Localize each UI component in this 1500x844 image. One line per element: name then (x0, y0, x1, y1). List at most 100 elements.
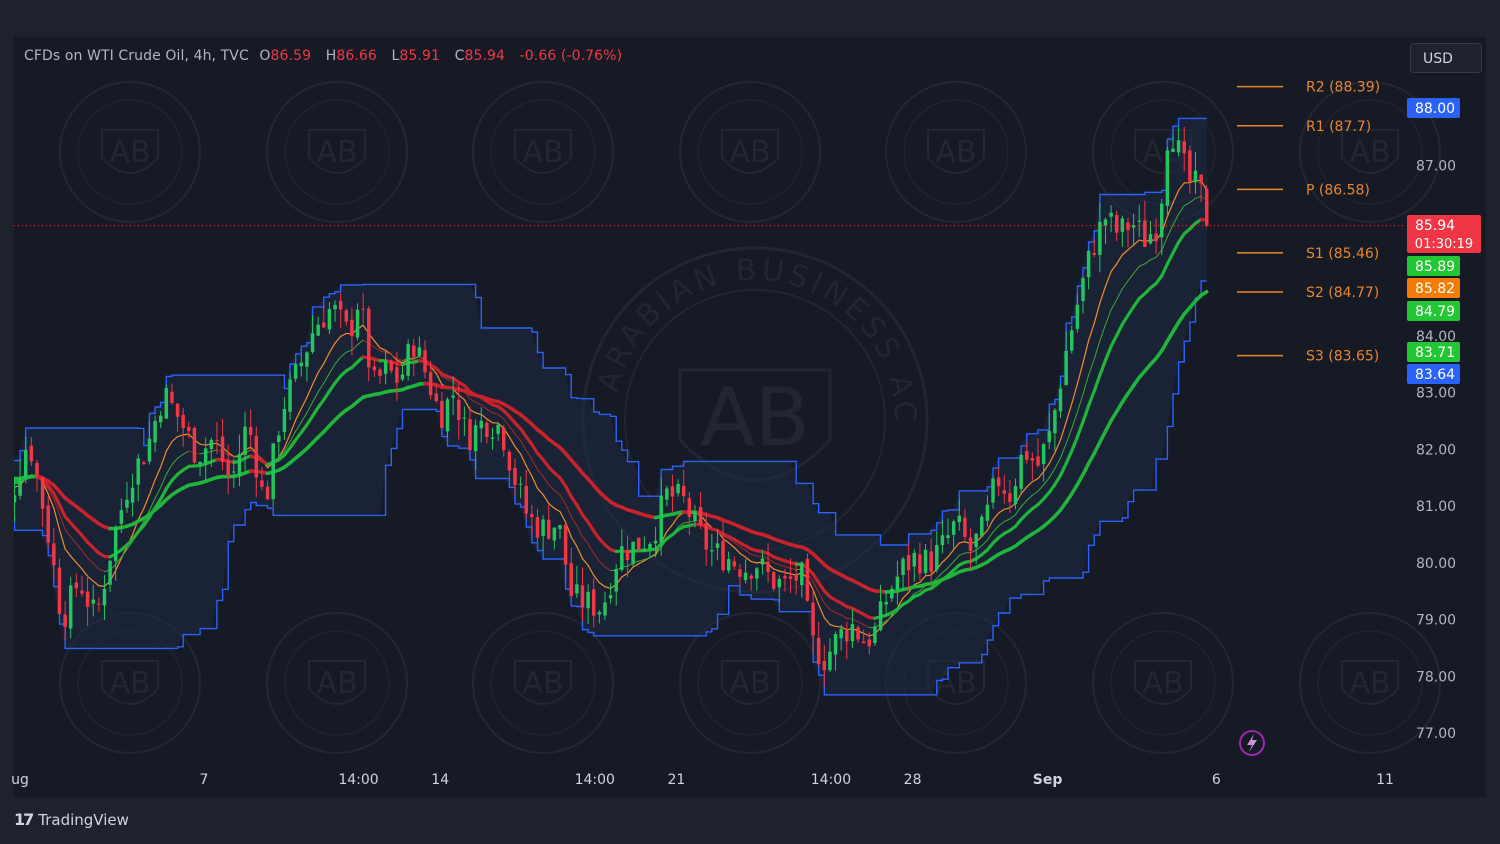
candle[interactable] (113, 525, 118, 581)
candle[interactable] (91, 584, 95, 617)
candle[interactable] (895, 560, 900, 605)
candle[interactable] (310, 315, 315, 355)
candle[interactable] (383, 349, 388, 385)
candle[interactable] (591, 578, 596, 628)
candle[interactable] (1103, 217, 1108, 244)
candle[interactable] (569, 547, 573, 598)
candle[interactable] (97, 597, 101, 612)
candle[interactable] (749, 573, 753, 591)
candle[interactable] (451, 376, 455, 416)
candle[interactable] (715, 529, 720, 560)
candle[interactable] (417, 336, 422, 357)
candle[interactable] (1002, 474, 1007, 504)
candle[interactable] (704, 512, 708, 566)
candle[interactable] (991, 476, 995, 509)
candle[interactable] (361, 292, 365, 324)
candle[interactable] (1188, 145, 1192, 194)
candle[interactable] (884, 590, 888, 618)
candle[interactable] (653, 526, 658, 558)
candle[interactable] (1075, 294, 1080, 333)
candle[interactable] (1041, 442, 1046, 482)
candle[interactable] (147, 421, 152, 465)
candle[interactable] (13, 476, 17, 522)
candle[interactable] (136, 453, 140, 502)
candle[interactable] (586, 584, 590, 624)
candle[interactable] (327, 302, 332, 335)
candle[interactable] (355, 303, 360, 341)
candle[interactable] (631, 541, 635, 568)
candle[interactable] (226, 444, 230, 494)
candle[interactable] (1199, 174, 1203, 203)
candle[interactable] (322, 305, 326, 329)
candle[interactable] (906, 542, 911, 590)
candle[interactable] (957, 499, 962, 531)
candle[interactable] (766, 543, 770, 583)
candle[interactable] (771, 570, 776, 592)
candle[interactable] (974, 533, 978, 564)
candle[interactable] (923, 543, 928, 577)
candle[interactable] (1030, 452, 1035, 481)
candle[interactable] (625, 535, 630, 578)
candle[interactable] (18, 459, 22, 500)
candle[interactable] (1176, 126, 1181, 157)
candle[interactable] (693, 504, 697, 528)
candle[interactable] (490, 427, 495, 450)
candle[interactable] (333, 300, 337, 322)
candle[interactable] (710, 533, 714, 567)
candle[interactable] (963, 508, 967, 541)
candle[interactable] (513, 458, 517, 496)
candle[interactable] (7, 486, 10, 509)
candle[interactable] (912, 549, 917, 582)
candle[interactable] (423, 340, 427, 379)
candle[interactable] (215, 421, 219, 454)
candle[interactable] (1182, 127, 1186, 172)
candle[interactable] (1025, 442, 1029, 464)
candle[interactable] (192, 426, 197, 464)
candle[interactable] (80, 575, 84, 597)
candle[interactable] (845, 621, 849, 660)
candle[interactable] (878, 584, 883, 632)
candle[interactable] (1, 482, 4, 499)
candle[interactable] (648, 542, 652, 559)
candle[interactable] (108, 560, 112, 592)
candle[interactable] (620, 529, 624, 572)
candle[interactable] (1013, 478, 1018, 510)
candle[interactable] (665, 485, 669, 507)
candle[interactable] (541, 515, 545, 551)
candle[interactable] (732, 556, 737, 570)
candle[interactable] (46, 496, 50, 548)
candle[interactable] (918, 542, 922, 581)
candle[interactable] (1098, 203, 1102, 273)
candle[interactable] (822, 645, 827, 687)
candle[interactable] (1154, 218, 1158, 254)
candle[interactable] (440, 391, 444, 429)
candle[interactable] (985, 495, 990, 527)
candle[interactable] (929, 538, 933, 586)
candle[interactable] (479, 407, 483, 443)
candle[interactable] (181, 408, 185, 447)
candle[interactable] (57, 558, 62, 616)
candle[interactable] (1204, 184, 1209, 228)
candle[interactable] (530, 504, 534, 535)
candle[interactable] (681, 469, 686, 503)
candle[interactable] (687, 492, 692, 536)
candle[interactable] (800, 561, 804, 598)
candle[interactable] (170, 383, 174, 405)
candle[interactable] (102, 575, 107, 621)
candle[interactable] (1008, 479, 1012, 513)
candle[interactable] (518, 476, 523, 499)
candle[interactable] (468, 406, 472, 452)
candle[interactable] (1086, 250, 1091, 290)
candle[interactable] (389, 359, 394, 374)
candle[interactable] (608, 582, 613, 604)
candle[interactable] (597, 610, 602, 624)
candle[interactable] (305, 351, 309, 382)
candle[interactable] (282, 397, 287, 440)
candle[interactable] (1126, 217, 1130, 248)
candle[interactable] (940, 519, 945, 554)
candle[interactable] (996, 466, 1001, 497)
candle[interactable] (378, 367, 382, 384)
candle[interactable] (980, 514, 984, 537)
candle[interactable] (659, 477, 663, 556)
